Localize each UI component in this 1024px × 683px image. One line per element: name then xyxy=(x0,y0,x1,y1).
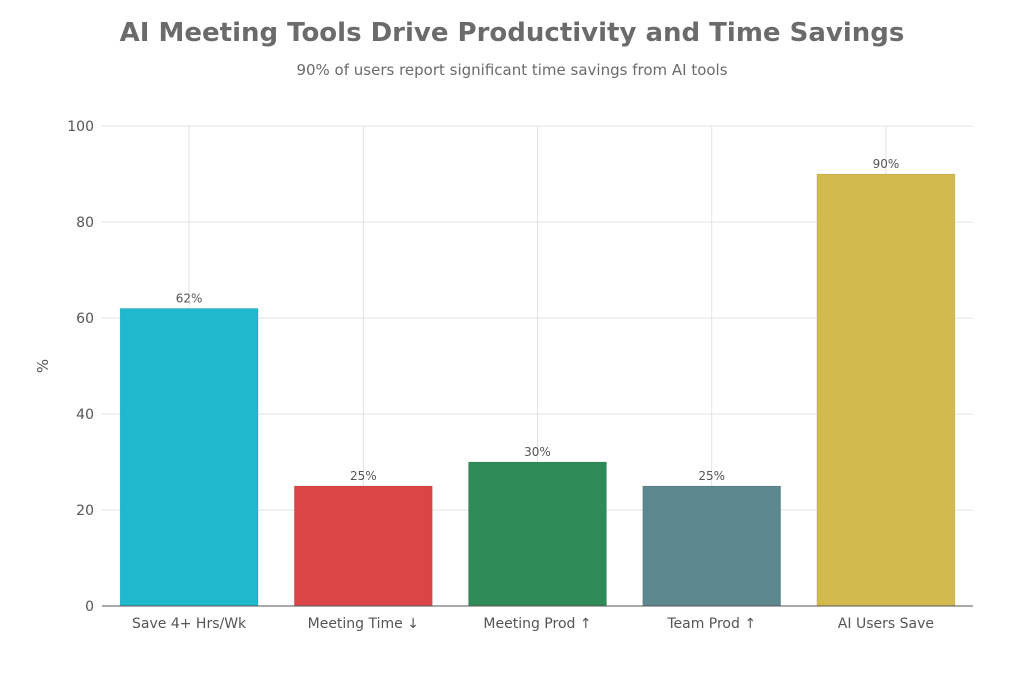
bars xyxy=(119,173,956,607)
x-tick-label: Save 4+ Hrs/Wk xyxy=(132,616,247,632)
y-tick-label: 40 xyxy=(76,407,94,423)
data-label: 62% xyxy=(176,291,203,305)
bar xyxy=(119,307,259,607)
data-label: 90% xyxy=(873,157,900,171)
y-tick-label: 100 xyxy=(67,119,94,135)
y-tick-label: 60 xyxy=(76,311,94,327)
chart-subtitle: 90% of users report significant time sav… xyxy=(296,61,728,79)
y-tick-label: 80 xyxy=(76,215,94,231)
data-label: 30% xyxy=(524,445,551,459)
x-tick-label: Meeting Time ↓ xyxy=(308,616,419,632)
y-axis-label: % xyxy=(34,359,52,373)
bar xyxy=(816,173,956,607)
chart-title: AI Meeting Tools Drive Productivity and … xyxy=(119,18,905,48)
y-tick-label: 0 xyxy=(85,599,94,615)
bar xyxy=(642,485,782,607)
x-tick-label: AI Users Save xyxy=(838,616,934,632)
x-tick-label: Team Prod ↑ xyxy=(666,616,756,632)
x-tick-label: Meeting Prod ↑ xyxy=(483,616,591,632)
data-label: 25% xyxy=(350,469,377,483)
y-tick-label: 20 xyxy=(76,503,94,519)
bar xyxy=(293,485,433,607)
labels: 0 20 40 60 80 100 62% Save 4+ Hrs/Wk 25% Meeting … xyxy=(34,119,934,632)
bar xyxy=(468,461,607,607)
data-label: 25% xyxy=(698,469,725,483)
